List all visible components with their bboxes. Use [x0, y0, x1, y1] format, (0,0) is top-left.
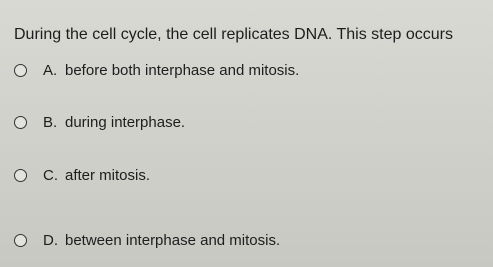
radio-button[interactable]	[14, 168, 27, 182]
radio-button[interactable]	[14, 115, 27, 129]
option-letter: B.	[43, 113, 58, 131]
option-text: after mitosis.	[65, 166, 151, 184]
radio-button[interactable]	[14, 233, 27, 247]
option-letter: D.	[43, 231, 58, 249]
option[interactable]: C. after mitosis.	[14, 165, 150, 185]
option[interactable]: D. between interphase and mitosis.	[14, 230, 280, 250]
option[interactable]: B. during interphase.	[14, 112, 185, 132]
option-letter: A.	[43, 61, 58, 79]
option[interactable]: A. before both interphase and mitosis.	[14, 60, 299, 80]
radio-button[interactable]	[14, 63, 27, 77]
question: During the cell cycle, the cell replicat…	[14, 26, 453, 43]
option-text: during interphase.	[65, 113, 186, 131]
option-text: before both interphase and mitosis.	[65, 61, 300, 79]
option-letter: C.	[43, 166, 58, 184]
option-text: between interphase and mitosis.	[65, 231, 281, 249]
